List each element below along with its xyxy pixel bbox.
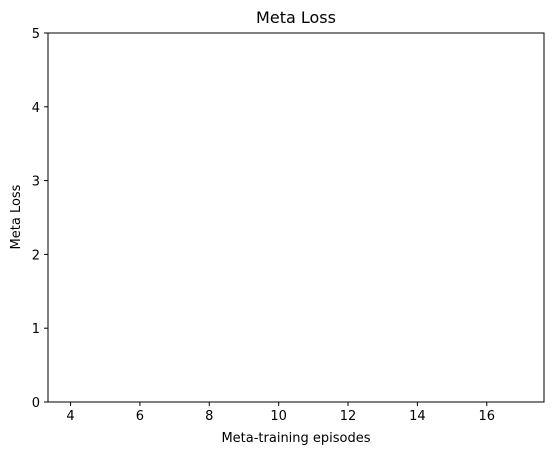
y-tick-label: 0 [32,396,40,411]
plot-area [48,33,544,402]
x-axis-label: Meta-training episodes [221,431,370,446]
y-axis-label: Meta Loss [9,184,24,249]
x-tick-label: 16 [478,409,495,424]
chart-title: Meta Loss [256,8,336,27]
x-tick-label: 4 [66,409,74,424]
x-tick-label: 8 [205,409,213,424]
y-tick-label: 5 [32,27,40,42]
x-tick-label: 12 [340,409,357,424]
plot-frame [47,32,545,403]
x-axis-ticks: 4 6 8 10 12 14 16 [66,402,495,424]
x-tick-label: 6 [136,409,144,424]
y-tick-label: 1 [32,322,40,337]
x-tick-label: 14 [409,409,426,424]
y-tick-label: 4 [32,101,40,116]
y-tick-label: 3 [32,175,40,190]
x-tick-label: 10 [270,409,287,424]
y-axis-ticks: 0 1 2 3 4 5 [32,27,48,411]
y-tick-label: 2 [32,248,40,263]
